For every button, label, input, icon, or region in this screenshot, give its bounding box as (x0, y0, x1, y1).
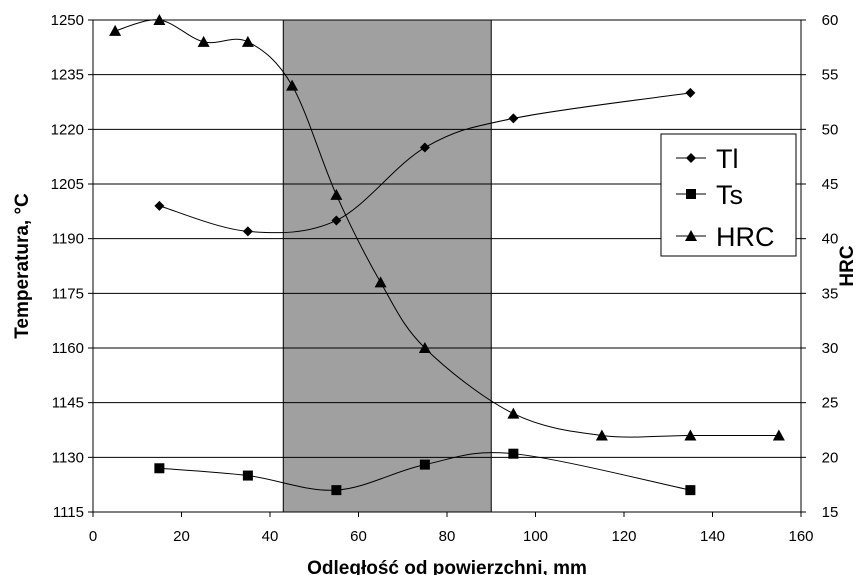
y-tick-label: 1235 (51, 67, 84, 84)
point-hrc (241, 35, 254, 47)
legend-marker-ts (686, 189, 696, 199)
y-tick-label: 1250 (51, 12, 84, 29)
shaded-region (282, 19, 492, 513)
point-tl (419, 142, 430, 153)
point-tl (508, 113, 519, 124)
point-hrc (109, 24, 122, 36)
y2-tick-label: 45 (822, 176, 839, 193)
y-tick-label: 1205 (51, 176, 84, 193)
y2-tick-label: 40 (822, 231, 839, 248)
y-axis-title: Temperatura, °C (12, 193, 33, 339)
y2-tick-label: 60 (822, 12, 839, 29)
legend-label-tl: Tl (716, 144, 739, 174)
y2-tick-label: 25 (822, 395, 839, 412)
x-tick-label: 0 (89, 528, 97, 545)
point-ts (508, 448, 519, 459)
point-hrc (286, 79, 299, 91)
y-tick-label: 1160 (52, 340, 84, 357)
legend-label-ts: Ts (716, 180, 743, 210)
point-tl (331, 215, 342, 226)
point-hrc (153, 14, 166, 25)
point-ts (331, 485, 342, 496)
point-hrc (330, 188, 343, 200)
point-ts (685, 485, 696, 496)
y2-tick-label: 50 (822, 121, 839, 138)
y2-tick-label: 55 (822, 67, 839, 84)
point-hrc (197, 35, 210, 47)
y-tick-label: 1145 (52, 395, 84, 412)
point-tl (154, 200, 165, 211)
y2-tick-label: 35 (822, 285, 839, 302)
point-tl (685, 87, 696, 98)
y-tick-label: 1220 (51, 121, 84, 138)
x-tick-label: 120 (611, 528, 636, 545)
x-tick-label: 60 (350, 528, 367, 545)
point-hrc (507, 407, 520, 419)
y2-tick-label: 30 (822, 340, 839, 357)
x-tick-label: 80 (439, 528, 456, 545)
x-tick-label: 20 (173, 528, 190, 545)
point-ts (154, 463, 165, 474)
y-tick-label: 1175 (52, 285, 84, 302)
point-hrc (595, 429, 608, 441)
y2-tick-label: 20 (822, 449, 839, 466)
x-tick-label: 160 (788, 528, 813, 545)
point-ts (242, 470, 253, 481)
x-tick-label: 40 (262, 528, 279, 545)
y-tick-label: 1190 (52, 231, 84, 248)
x-tick-label: 100 (523, 528, 548, 545)
y-tick-label: 1130 (52, 449, 84, 466)
y-tick-label: 1115 (53, 504, 84, 521)
point-hrc (374, 276, 387, 288)
point-hrc (418, 342, 431, 353)
x-axis-title: Odległość od powierzchni, mm (307, 558, 587, 575)
point-ts (419, 459, 430, 470)
y2-tick-label: 15 (822, 504, 839, 521)
y2-axis-title: HRC (837, 245, 858, 286)
x-tick-label: 140 (700, 528, 725, 545)
point-hrc (684, 429, 697, 441)
legend: Tl Ts HRC (660, 133, 797, 257)
legend-marker-hrc (685, 230, 697, 241)
legend-marker-tl (686, 153, 696, 163)
legend-label-hrc: HRC (716, 222, 775, 252)
point-tl (242, 226, 253, 237)
point-hrc (772, 429, 785, 441)
